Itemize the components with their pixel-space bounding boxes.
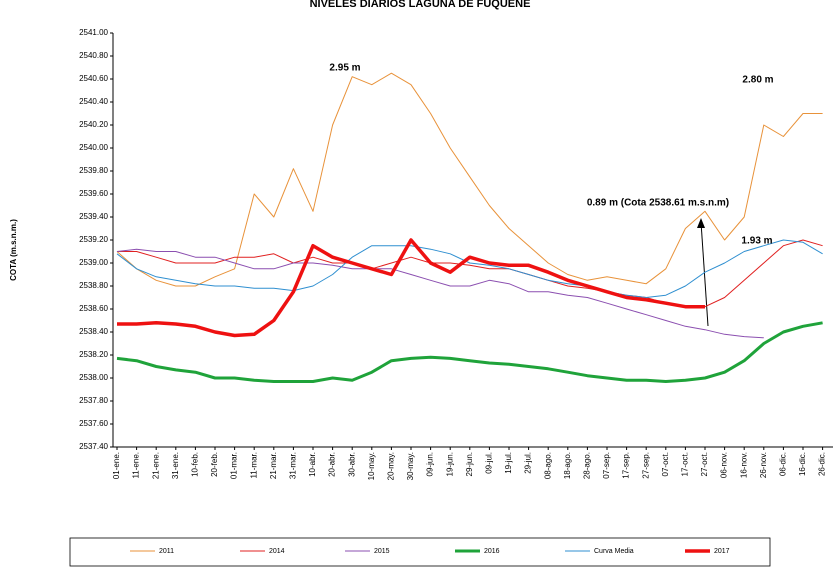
x-tick-label: 01-ene. xyxy=(112,452,121,479)
series-line xyxy=(116,239,823,298)
y-axis-label: COTA (m.s.n.m.) xyxy=(9,219,18,281)
x-tick-label: 28-ago. xyxy=(583,452,592,479)
x-tick-label: 26-nov. xyxy=(759,452,768,478)
x-tick-label: 09-jun. xyxy=(426,452,435,476)
x-tick-label: 07-oct. xyxy=(661,452,670,476)
x-tick-label: 30-may. xyxy=(406,452,415,480)
x-tick-label: 17-oct. xyxy=(681,452,690,476)
x-tick-label: 06-nov. xyxy=(720,452,729,478)
y-tick-label: 2540.00 xyxy=(79,143,108,152)
annotation: 1.93 m xyxy=(741,236,772,247)
y-tick-label: 2538.80 xyxy=(79,281,108,290)
legend-label: 2016 xyxy=(484,548,500,555)
y-tick-label: 2538.60 xyxy=(79,304,108,313)
x-tick-label: 27-sep. xyxy=(641,452,650,479)
y-tick-label: 2538.00 xyxy=(79,373,108,382)
x-tick-label: 07-sep. xyxy=(602,452,611,479)
x-tick-label: 11-mar. xyxy=(249,452,258,479)
arrow-head xyxy=(697,218,705,228)
x-tick-label: 09-jul. xyxy=(485,452,494,474)
legend-label: 2017 xyxy=(714,548,730,555)
y-tick-label: 2538.40 xyxy=(79,327,108,336)
x-tick-label: 31-mar. xyxy=(289,452,298,479)
x-tick-label: 20-feb. xyxy=(210,452,219,477)
y-tick-label: 2537.80 xyxy=(79,396,108,405)
x-tick-label: 10-may. xyxy=(367,452,376,480)
series-line xyxy=(116,321,823,383)
x-tick-label: 17-sep. xyxy=(622,452,631,479)
legend-label: 2015 xyxy=(374,548,390,555)
x-tick-label: 29-jul. xyxy=(524,452,533,474)
y-tick-label: 2538.20 xyxy=(79,350,108,359)
y-tick-label: 2539.80 xyxy=(79,166,108,175)
annotation-arrow xyxy=(700,221,709,327)
legend xyxy=(69,537,771,567)
x-tick-label: 29-jun. xyxy=(465,452,474,476)
legend-label: Curva Media xyxy=(594,548,634,555)
y-tick-label: 2537.40 xyxy=(79,442,108,451)
x-tick-label: 19-jul. xyxy=(504,452,513,474)
series-line xyxy=(116,248,764,339)
x-tick-label: 21-ene. xyxy=(151,452,160,479)
y-tick-label: 2540.60 xyxy=(79,74,108,83)
x-tick-label: 27-oct. xyxy=(700,452,709,476)
series-line xyxy=(117,238,705,338)
y-tick-label: 2541.00 xyxy=(79,28,108,37)
legend-label: 2011 xyxy=(159,548,174,555)
chart-title: NIVELES DIARIOS LAGUNA DE FUQUENE xyxy=(310,0,531,10)
x-tick-label: 06-dic. xyxy=(779,452,788,476)
y-tick-label: 2540.80 xyxy=(79,51,108,60)
y-tick-label: 2539.40 xyxy=(79,212,108,221)
x-tick-label: 31-ene. xyxy=(171,452,180,479)
x-tick-label: 11-ene. xyxy=(132,452,141,479)
x-tick-label: 08-ago. xyxy=(543,452,552,479)
x-tick-label: 18-ago. xyxy=(563,452,572,479)
x-tick-label: 10-feb. xyxy=(191,452,200,477)
annotation: 0.89 m (Cota 2538.61 m.s.n.m) xyxy=(587,198,729,209)
series-line xyxy=(116,72,823,287)
x-tick-label: 16-nov. xyxy=(739,452,748,478)
x-tick-label: 16-dic. xyxy=(798,452,807,476)
annotation: 2.80 m xyxy=(742,75,773,86)
x-tick-label: 01-mar. xyxy=(230,452,239,479)
x-tick-label: 30-abr. xyxy=(347,452,356,477)
y-tick-label: 2539.60 xyxy=(79,189,108,198)
legend-label: 2014 xyxy=(269,548,285,555)
annotation: 2.95 m xyxy=(329,63,360,74)
x-tick-label: 20-may. xyxy=(387,452,396,480)
y-tick-label: 2537.60 xyxy=(79,419,108,428)
x-tick-label: 19-jun. xyxy=(445,452,454,476)
x-tick-label: 10-abr. xyxy=(308,452,317,477)
y-tick-label: 2539.00 xyxy=(79,258,108,267)
x-tick-label: 21-mar. xyxy=(269,452,278,479)
x-tick-label: 20-abr. xyxy=(328,452,337,477)
x-tick-label: 26-dic. xyxy=(818,452,827,476)
y-tick-label: 2540.40 xyxy=(79,97,108,106)
y-tick-label: 2539.20 xyxy=(79,235,108,244)
y-tick-label: 2540.20 xyxy=(79,120,108,129)
